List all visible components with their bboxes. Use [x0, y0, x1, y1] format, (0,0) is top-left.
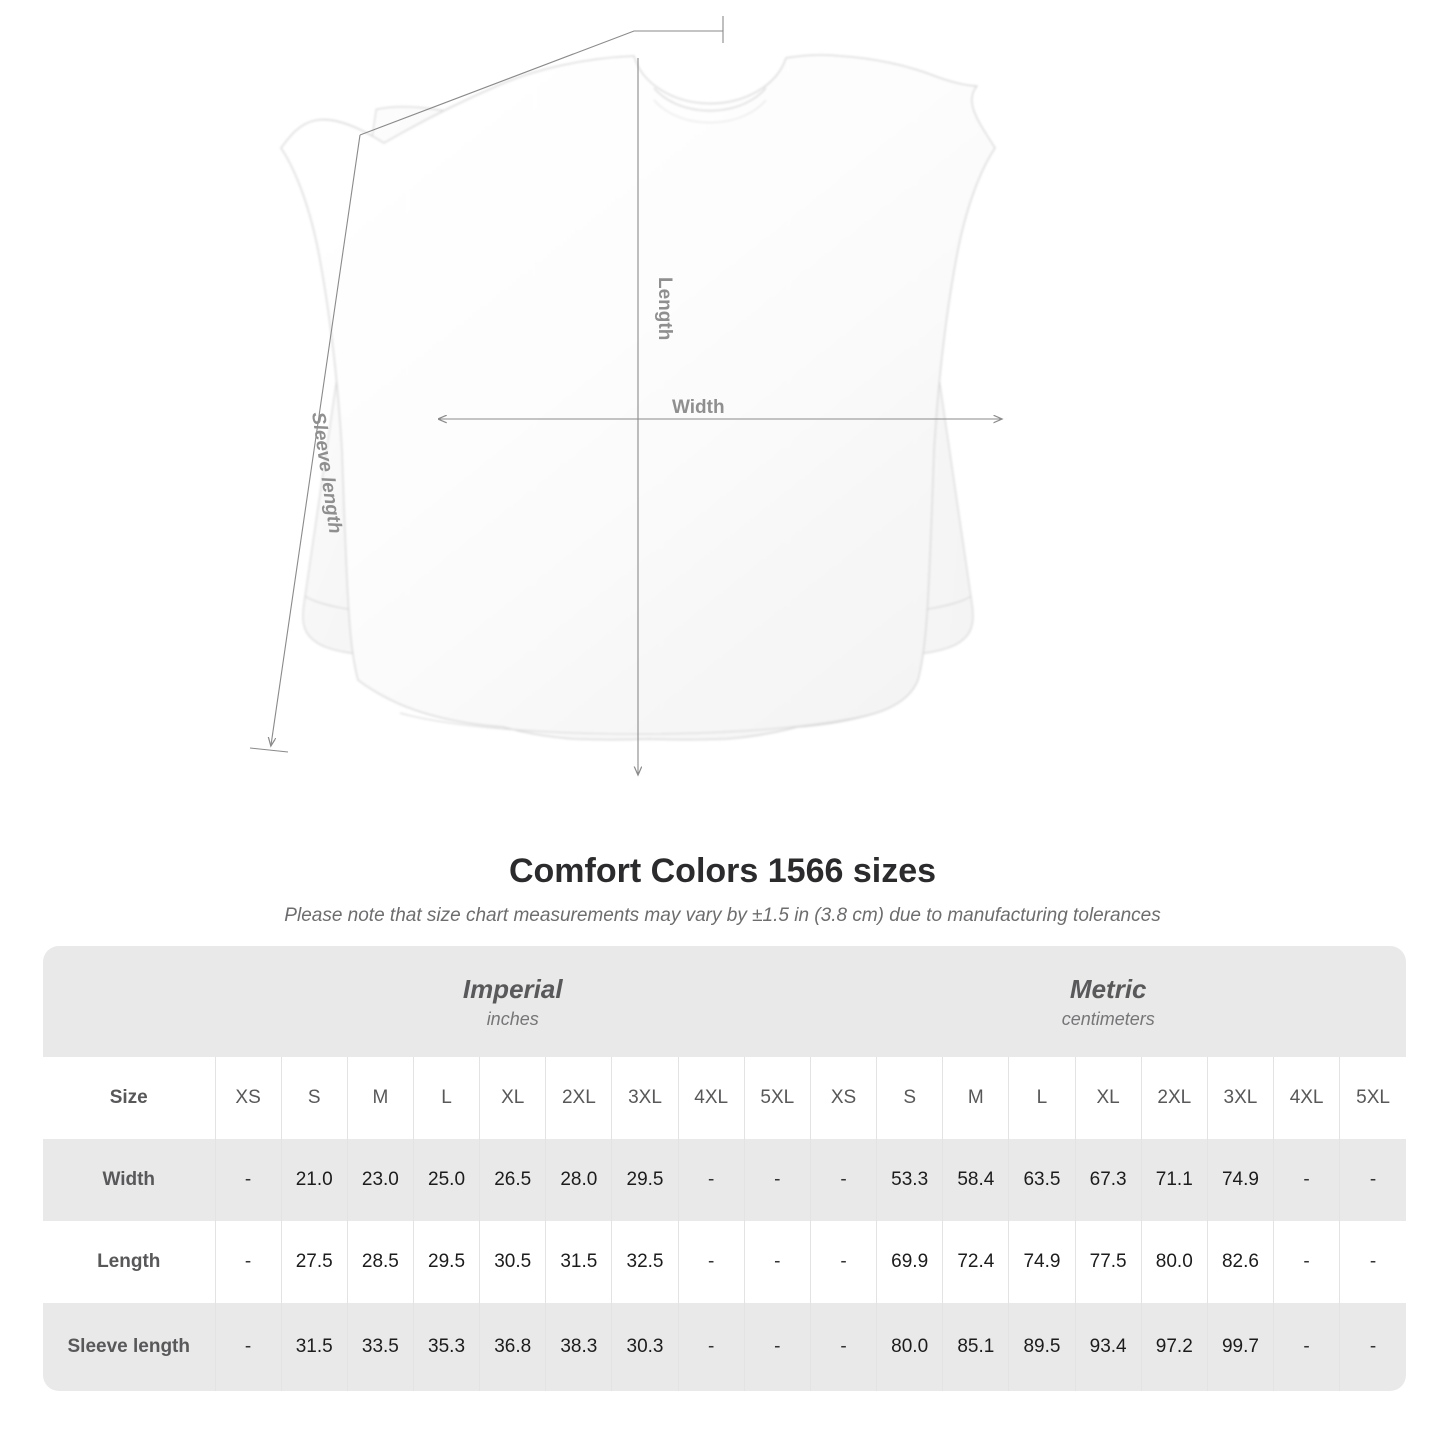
svg-text:Sleeve length: Sleeve length: [307, 411, 345, 535]
svg-text:Length: Length: [654, 277, 675, 340]
svg-text:Width: Width: [672, 397, 725, 418]
